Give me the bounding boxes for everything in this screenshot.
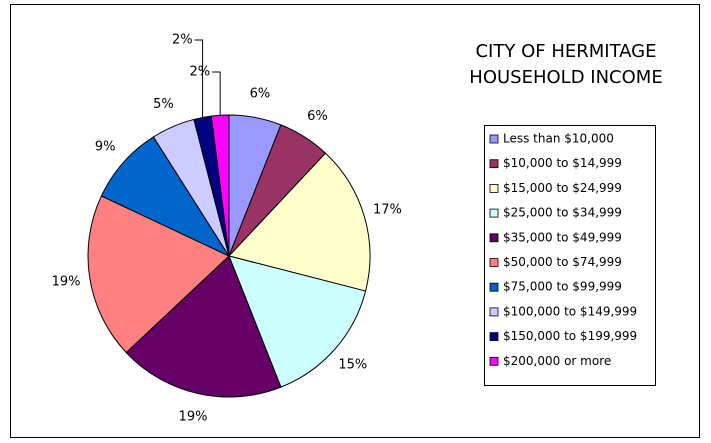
legend-swatch [489, 332, 499, 342]
legend-swatch [489, 258, 499, 267]
legend-label: $50,000 to $74,999 [503, 255, 622, 269]
legend-label: Less than $10,000 [503, 132, 614, 146]
data-label: 2% [172, 33, 193, 48]
legend-swatch [489, 159, 499, 169]
legend-swatch [489, 233, 499, 243]
data-label: 9% [95, 139, 116, 154]
legend-label: $100,000 to $149,999 [503, 304, 637, 318]
legend-swatch [489, 134, 499, 144]
data-label: 15% [338, 358, 367, 373]
data-label: 17% [373, 202, 402, 217]
legend-label: $200,000 or more [503, 354, 611, 368]
legend-label: $15,000 to $24,999 [503, 181, 622, 195]
legend-swatch [489, 282, 499, 292]
pie-slice [228, 152, 371, 292]
legend-label: $75,000 to $99,999 [503, 280, 622, 294]
pie-slice [100, 136, 231, 258]
leader-line [194, 39, 204, 118]
pie-slice [228, 255, 367, 388]
legend-swatch [489, 183, 499, 193]
chart-title: HOUSEHOLD INCOME [469, 67, 662, 88]
data-label: 6% [250, 86, 271, 101]
data-label: 19% [52, 274, 81, 289]
legend-swatch [489, 307, 499, 317]
legend-label: $150,000 to $199,999 [503, 329, 637, 343]
chart-title: CITY OF HERMITAGE [475, 41, 656, 62]
pie-slice [210, 114, 230, 257]
legend-label: $10,000 to $14,999 [503, 156, 622, 170]
data-label: 2% [190, 65, 211, 80]
pie-slice [87, 195, 230, 354]
legend-swatch [489, 356, 499, 366]
legend-swatch [489, 208, 499, 218]
legend-label: $35,000 to $49,999 [503, 230, 622, 244]
legend-label: $25,000 to $34,999 [503, 206, 622, 220]
leader-line [212, 71, 221, 116]
data-label: 6% [307, 109, 328, 124]
pie-slice [125, 255, 282, 398]
legend-box [484, 125, 656, 386]
data-label: 5% [153, 97, 174, 112]
data-label: 19% [179, 410, 208, 425]
